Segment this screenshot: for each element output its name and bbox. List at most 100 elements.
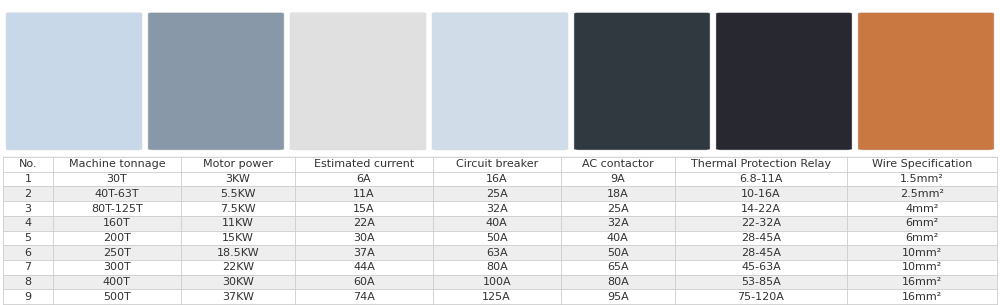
Text: 300T: 300T [103,262,131,272]
Text: 16mm²: 16mm² [902,292,942,302]
Bar [53,245,181,260]
Bar [3,289,53,304]
Bar [3,231,53,245]
Text: Motor power: Motor power [203,160,273,169]
Bar [561,289,675,304]
Text: 40T-63T: 40T-63T [95,189,139,199]
Bar [847,186,997,201]
Bar [675,186,847,201]
Bar [675,172,847,186]
Bar [561,275,675,289]
Text: 75-120A: 75-120A [738,292,784,302]
Text: 3KW: 3KW [225,174,250,184]
Text: 30KW: 30KW [222,277,254,287]
Text: 6mm²: 6mm² [905,233,939,243]
Bar [433,172,561,186]
Text: 1.5mm²: 1.5mm² [900,174,944,184]
Bar [561,201,675,216]
Text: 5.5KW: 5.5KW [220,189,256,199]
Bar [433,216,561,231]
Text: 2.5mm²: 2.5mm² [900,189,944,199]
Bar [675,260,847,275]
Text: 50A: 50A [486,233,507,243]
Bar [433,260,561,275]
Text: 6: 6 [24,248,31,258]
Bar [181,157,295,172]
Text: 2: 2 [24,189,32,199]
Text: 37KW: 37KW [222,292,254,302]
Text: 80A: 80A [607,277,629,287]
Bar [675,157,847,172]
Text: 14-22A: 14-22A [741,203,781,213]
Text: 95A: 95A [607,292,629,302]
Bar [3,275,53,289]
Text: 400T: 400T [103,277,131,287]
Text: No.: No. [19,160,37,169]
Bar [53,201,181,216]
Text: 10mm²: 10mm² [902,248,942,258]
Text: 30A: 30A [353,233,375,243]
Bar [295,245,433,260]
Text: 22-32A: 22-32A [741,218,781,228]
Text: Estimated current: Estimated current [314,160,414,169]
Bar [847,245,997,260]
Bar [295,157,433,172]
Text: Wire Specification: Wire Specification [872,160,972,169]
Bar [433,289,561,304]
Text: 100A: 100A [482,277,511,287]
Text: 9A: 9A [610,174,625,184]
Text: 22A: 22A [353,218,375,228]
Text: 6.8-11A: 6.8-11A [739,174,783,184]
Text: Thermal Protection Relay: Thermal Protection Relay [691,160,831,169]
Text: 15A: 15A [353,203,375,213]
Text: 6mm²: 6mm² [905,218,939,228]
Text: 7.5KW: 7.5KW [220,203,256,213]
Text: 45-63A: 45-63A [741,262,781,272]
Bar [53,157,181,172]
Bar [53,231,181,245]
Text: 125A: 125A [482,292,511,302]
Bar [847,172,997,186]
Text: 5: 5 [24,233,31,243]
Bar [295,275,433,289]
Text: 25A: 25A [486,189,508,199]
Bar [295,186,433,201]
Text: 25A: 25A [607,203,629,213]
Bar [181,245,295,260]
Bar [295,231,433,245]
Bar [3,216,53,231]
Text: 28-45A: 28-45A [741,248,781,258]
Text: Circuit breaker: Circuit breaker [456,160,538,169]
Bar [181,260,295,275]
Bar [53,260,181,275]
Bar [561,157,675,172]
Text: 22KW: 22KW [222,262,254,272]
Bar [675,231,847,245]
Bar [53,216,181,231]
Bar [53,289,181,304]
Bar [847,157,997,172]
Text: 80A: 80A [486,262,508,272]
Bar [3,260,53,275]
Bar [561,231,675,245]
Text: 8: 8 [24,277,32,287]
Bar [3,172,53,186]
Bar [561,260,675,275]
Text: 32A: 32A [486,203,508,213]
Bar [675,245,847,260]
Bar [3,201,53,216]
Bar [3,186,53,201]
Bar [847,260,997,275]
Bar [433,186,561,201]
Bar [3,245,53,260]
Bar [847,201,997,216]
Text: 53-85A: 53-85A [741,277,781,287]
Text: 65A: 65A [607,262,629,272]
Bar [675,289,847,304]
Text: 16mm²: 16mm² [902,277,942,287]
Text: 10mm²: 10mm² [902,262,942,272]
Bar [3,157,53,172]
Text: 63A: 63A [486,248,507,258]
Text: 50A: 50A [607,248,629,258]
Bar [561,216,675,231]
